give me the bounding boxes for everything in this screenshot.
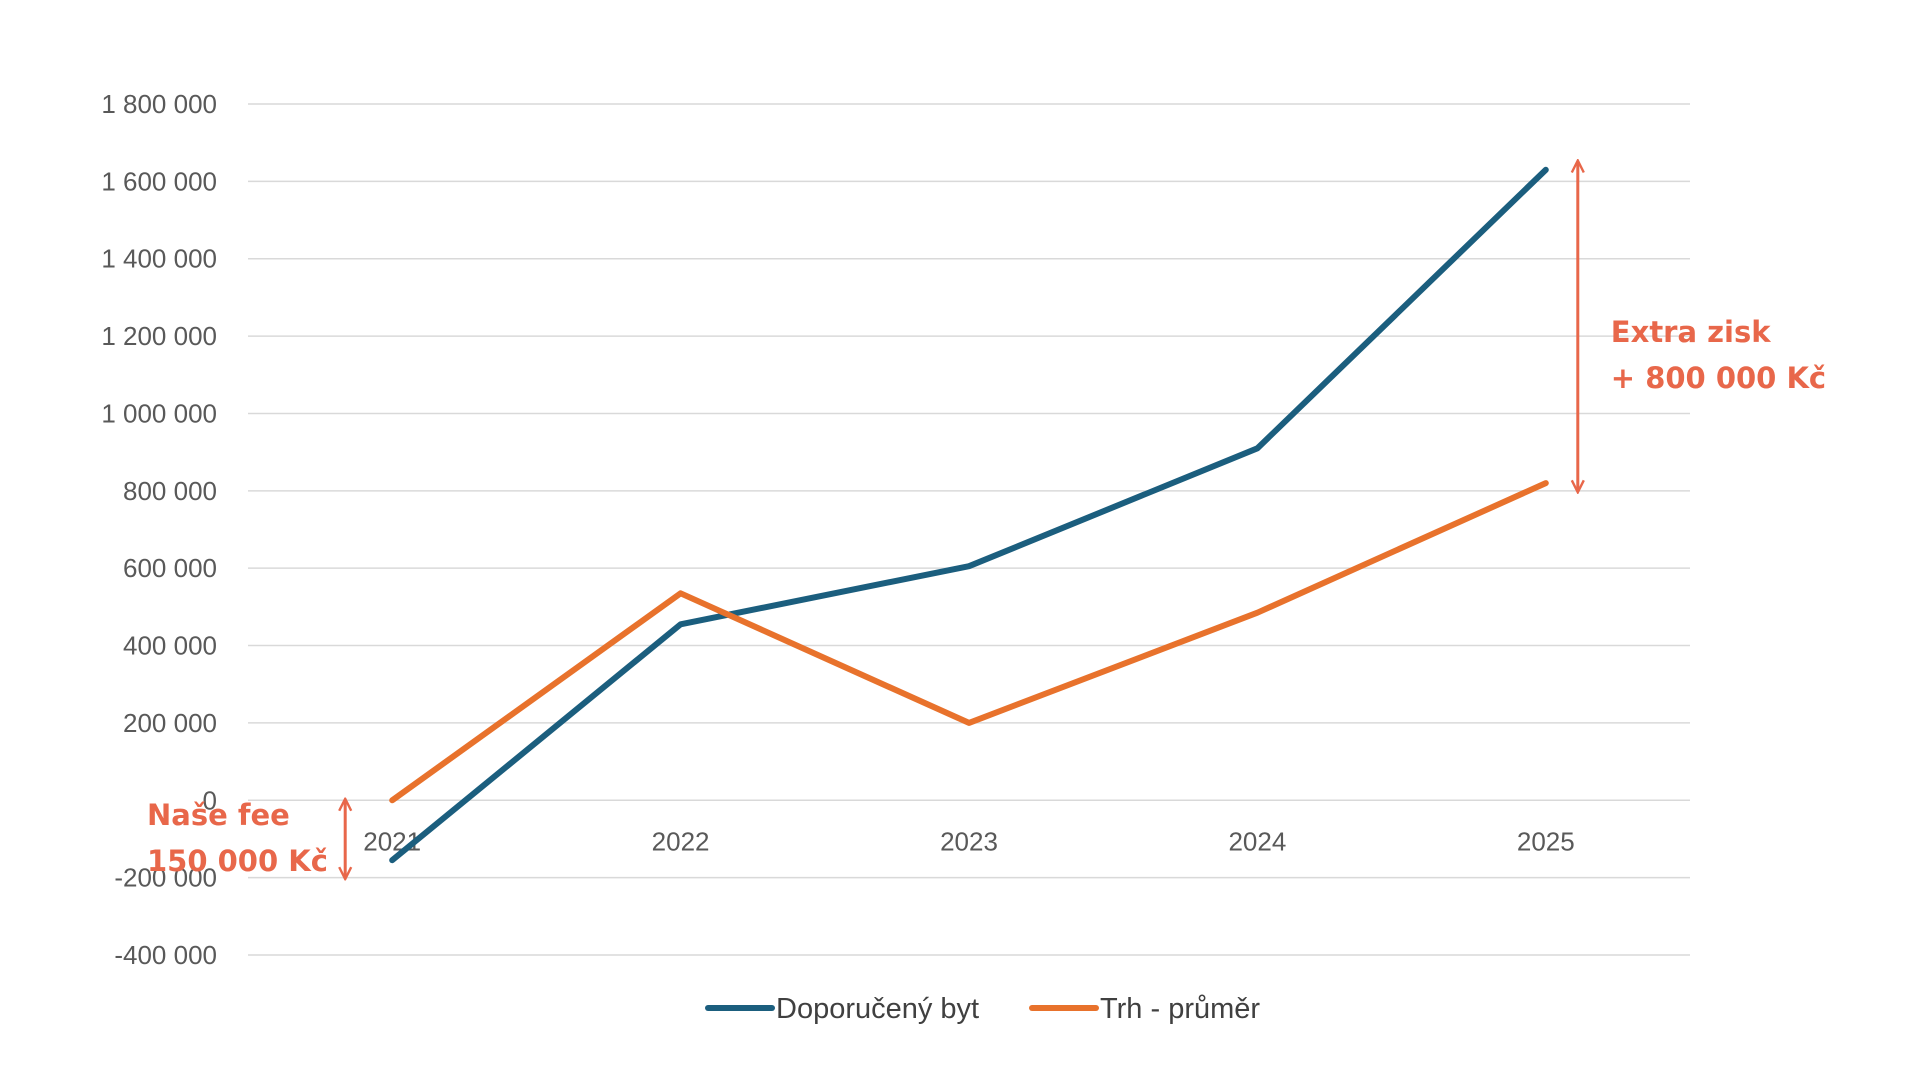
annotations: Naše fee 150 000 Kč Extra zisk + 800 000 Kč	[147, 162, 1826, 878]
x-tick-label: 2023	[940, 826, 998, 856]
x-tick-label: 2025	[1517, 826, 1575, 856]
series-line-2	[389, 480, 1549, 804]
y-tick-label: 200 000	[123, 708, 217, 738]
legend-label-1: Doporučený byt	[776, 993, 979, 1025]
y-tick-label: 800 000	[123, 476, 217, 506]
y-tick-label: 1 200 000	[101, 321, 217, 351]
y-tick-label: 1 400 000	[101, 244, 217, 274]
annotation-text-extra: + 800 000 Kč	[1611, 361, 1826, 395]
y-tick-label: 400 000	[123, 631, 217, 661]
y-tick-label: 1 600 000	[101, 166, 217, 196]
y-tick-label: 1 000 000	[101, 398, 217, 428]
legend: Doporučený byt Trh - průměr	[705, 993, 1260, 1025]
y-tick-label: 1 800 000	[101, 89, 217, 119]
y-tick-label: -200 000	[114, 863, 217, 893]
y-tick-label: -400 000	[114, 940, 217, 970]
legend-label-2: Trh - průměr	[1100, 993, 1260, 1025]
y-tick-label: 600 000	[123, 553, 217, 583]
series-line-1	[389, 166, 1549, 864]
x-tick-label: 2022	[652, 826, 710, 856]
y-tick-label: 0	[203, 785, 217, 815]
series-lines	[389, 166, 1549, 864]
x-axis: 2021 2022 2023 2024 2025	[363, 826, 1574, 856]
annotation-text-extra: Extra zisk	[1611, 315, 1771, 349]
annotation-text-fee: Naše fee	[147, 798, 290, 832]
x-tick-label: 2024	[1228, 826, 1286, 856]
y-axis: 1 800 000 1 600 000 1 400 000 1 200 000 1 00…	[101, 89, 217, 970]
annotation-text-fee: 150 000 Kč	[147, 844, 328, 878]
